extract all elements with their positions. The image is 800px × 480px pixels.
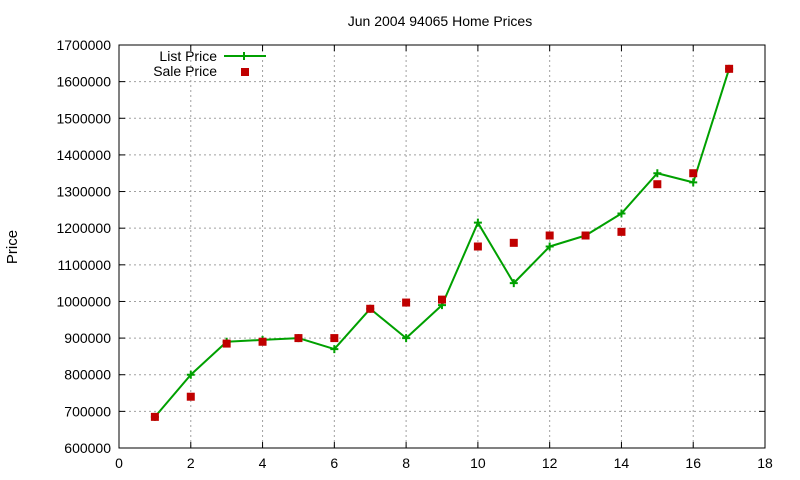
sale-price-point	[186, 392, 195, 401]
grid-layer	[119, 45, 765, 448]
list-price-point	[402, 334, 411, 343]
x-tick-label: 8	[402, 455, 410, 471]
plot-border	[118, 44, 766, 449]
x-tick-label: 6	[330, 455, 338, 471]
list-price-point	[330, 345, 339, 354]
series-layer	[150, 64, 734, 421]
list-price-point	[509, 279, 518, 288]
y-tick-label: 1700000	[56, 37, 111, 53]
list-price-point	[653, 169, 662, 178]
y-tick-label: 900000	[64, 330, 111, 346]
sale-price-point	[509, 238, 518, 247]
legend-marker-sale-price	[241, 68, 249, 76]
y-tick-label: 600000	[64, 440, 111, 456]
list-price-point	[473, 218, 482, 227]
y-tick-label: 1500000	[56, 110, 111, 126]
sale-price-point	[581, 231, 590, 240]
x-tick-label: 2	[187, 455, 195, 471]
y-tick-label: 700000	[64, 403, 111, 419]
sale-price-point	[294, 334, 303, 343]
tick-layer: 0 2 4 6 8 10 12 14 16 18 600000 700000 800000 900000 1…	[56, 37, 773, 471]
x-tick-label: 14	[614, 455, 630, 471]
x-tick-label: 10	[470, 455, 486, 471]
x-tick-label: 16	[685, 455, 701, 471]
x-tick-label: 18	[757, 455, 773, 471]
legend-marker-list-price	[240, 52, 248, 60]
x-tick-label: 4	[259, 455, 267, 471]
sale-price-point	[366, 304, 375, 313]
sale-price-point	[438, 295, 446, 304]
list-price-point	[186, 370, 195, 379]
y-tick-label: 1200000	[56, 220, 111, 236]
legend: List Price Sale Price	[153, 48, 266, 79]
x-tick-label: 0	[115, 455, 123, 471]
list-price-point	[545, 242, 554, 251]
sale-price-point	[330, 334, 339, 343]
sale-price-point	[689, 169, 698, 178]
sale-price-point	[545, 231, 554, 240]
sale-price-point	[402, 298, 411, 307]
y-tick-label: 1300000	[56, 184, 111, 200]
x-tick-label: 12	[542, 455, 558, 471]
sale-price-point	[725, 64, 734, 73]
sale-price-point	[150, 412, 159, 421]
y-tick-label: 1100000	[58, 257, 112, 273]
chart-title: Jun 2004 94065 Home Prices	[348, 13, 532, 29]
y-axis-label: Price	[4, 230, 21, 264]
y-tick-label: 800000	[64, 367, 111, 383]
y-tick-label: 1600000	[56, 74, 111, 90]
sale-price-point	[617, 227, 626, 236]
sale-price-point	[258, 337, 267, 346]
list-price-point	[689, 178, 698, 187]
sale-price-point	[222, 339, 231, 348]
sale-price-point	[473, 242, 482, 251]
y-tick-label: 1000000	[56, 293, 111, 309]
y-tick-label: 1400000	[56, 147, 111, 163]
legend-label-sale-price: Sale Price	[153, 63, 217, 79]
sale-price-point	[653, 180, 662, 189]
legend-label-list-price: List Price	[159, 48, 217, 64]
list-price-point	[617, 209, 626, 218]
list-price-line	[154, 68, 731, 418]
